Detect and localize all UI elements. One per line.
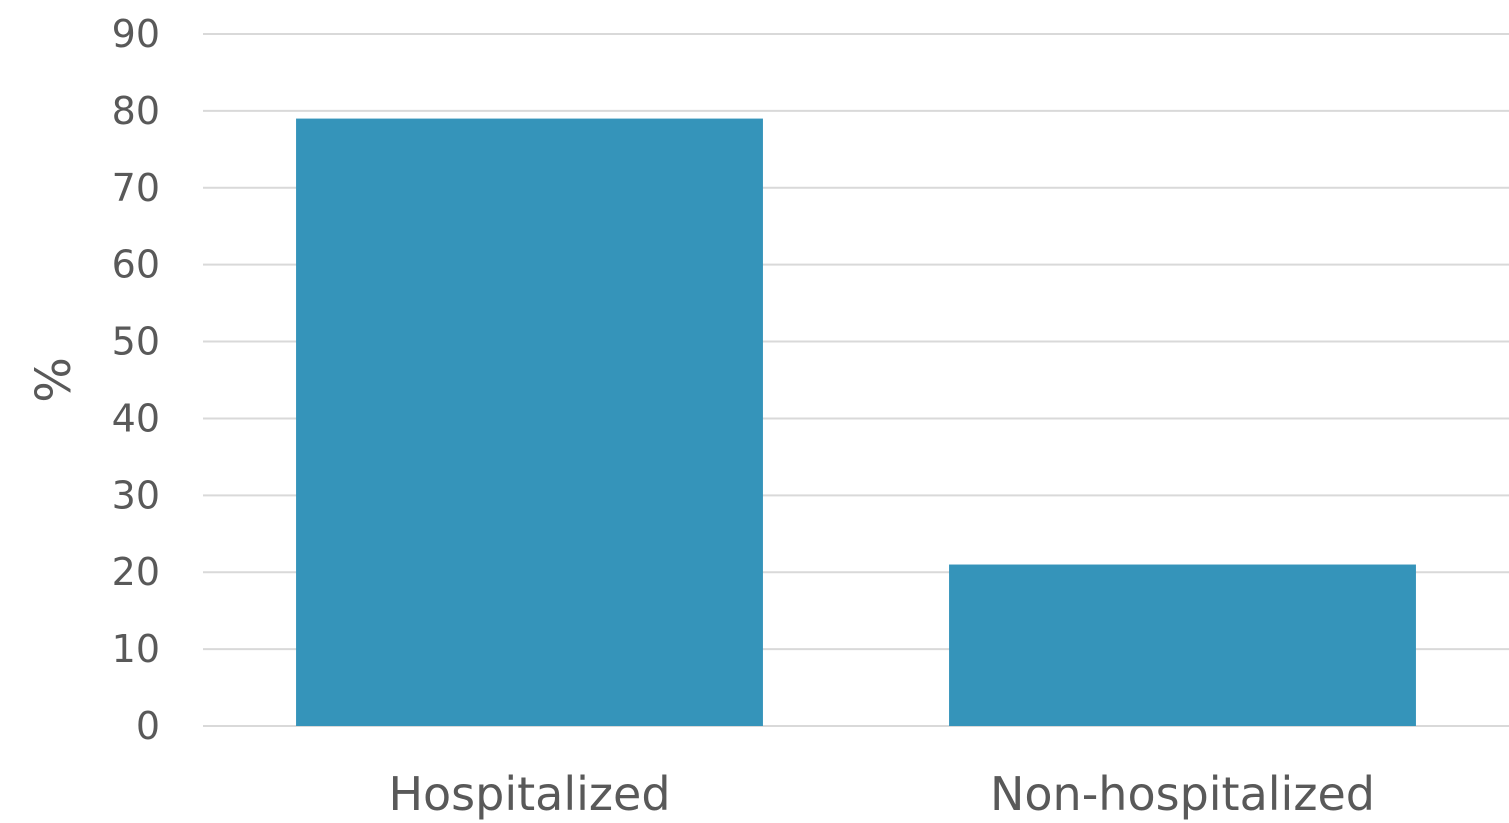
x-category-label: Hospitalized <box>388 767 670 821</box>
x-axis-ticks: Hospitalized Non-hospitalized <box>388 767 1375 821</box>
x-category-label: Non-hospitalized <box>990 767 1375 821</box>
y-tick-label: 20 <box>112 550 160 594</box>
bar-hospitalized <box>296 118 763 727</box>
y-tick-label: 70 <box>112 166 160 210</box>
bar-non-hospitalized <box>949 564 1416 726</box>
y-tick-label: 40 <box>112 396 160 440</box>
y-axis-ticks: 0 10 20 30 40 50 60 70 80 90 <box>112 12 160 748</box>
y-axis-title: % <box>26 357 82 403</box>
bars <box>296 118 1416 727</box>
y-tick-label: 50 <box>112 320 160 364</box>
y-tick-label: 90 <box>112 12 160 56</box>
y-tick-label: 10 <box>112 627 160 671</box>
y-tick-label: 80 <box>112 89 160 133</box>
y-tick-label: 0 <box>136 704 160 748</box>
y-tick-label: 60 <box>112 243 160 287</box>
y-tick-label: 30 <box>112 473 160 517</box>
